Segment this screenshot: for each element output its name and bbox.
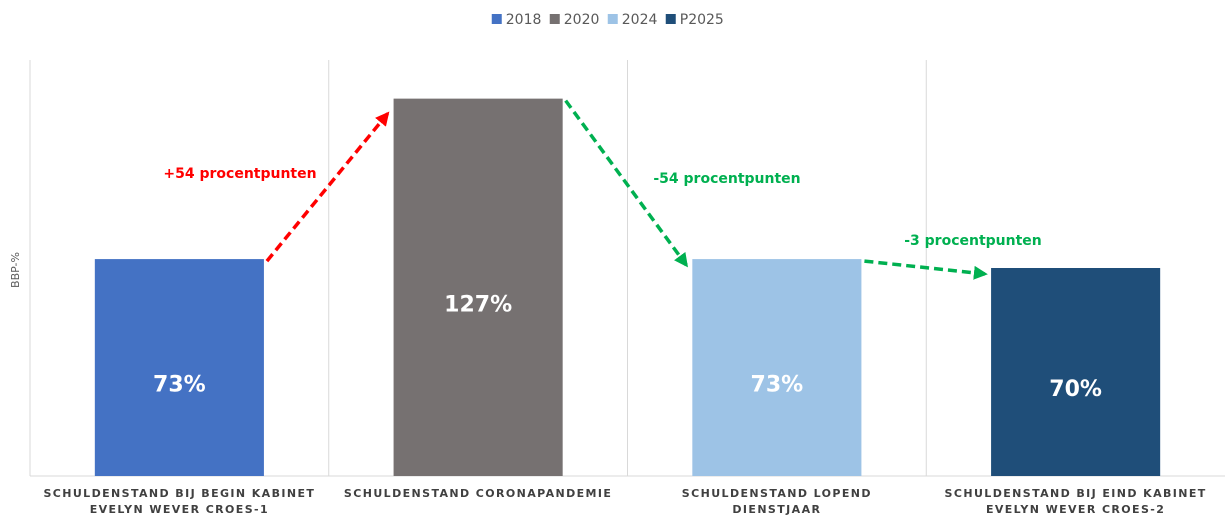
x-tick-label: SCHULDENSTAND CORONAPANDEMIE (343, 487, 613, 500)
bar (991, 268, 1161, 476)
arrow (564, 99, 688, 268)
arrow (265, 111, 390, 263)
data-label: 73% (751, 373, 804, 398)
legend-swatch (607, 14, 618, 24)
annotation: -3 procentpunten (904, 233, 1042, 249)
bar (393, 98, 563, 476)
annotation: +54 procentpunten (163, 166, 316, 182)
bar (94, 259, 264, 476)
x-tick-label: SCHULDENSTAND BIJ BEGIN KABINET EVELYN W… (43, 487, 316, 516)
data-label: 127% (444, 292, 512, 317)
legend-swatch (549, 14, 560, 24)
data-label: 70% (1049, 377, 1102, 402)
legend-swatch (491, 14, 502, 24)
x-tick-label: SCHULDENSTAND LOPEND DIENSTJAAR (681, 487, 872, 516)
y-axis-label: BBP-% (9, 252, 22, 288)
legend-label: 2020 (564, 12, 600, 28)
legend-label: 2018 (506, 12, 542, 28)
annotation: -54 procentpunten (653, 171, 800, 187)
arrow (864, 259, 988, 280)
data-label: 73% (153, 373, 206, 398)
legend-label: P2025 (680, 12, 724, 28)
bar (692, 259, 862, 476)
legend-swatch (665, 14, 676, 24)
legend-label: 2024 (622, 12, 658, 28)
x-tick-label: SCHULDENSTAND BIJ EIND KABINET EVELYN WE… (944, 487, 1207, 516)
